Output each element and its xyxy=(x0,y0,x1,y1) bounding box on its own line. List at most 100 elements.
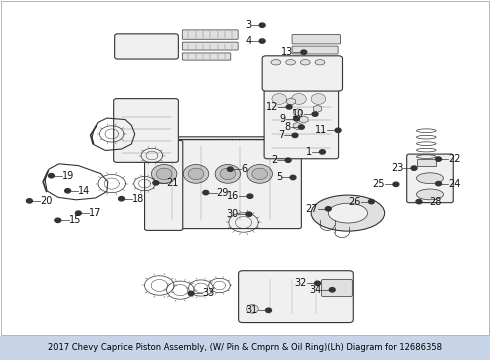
Text: 34: 34 xyxy=(309,285,321,295)
Text: 3: 3 xyxy=(245,20,251,30)
FancyBboxPatch shape xyxy=(407,154,453,203)
Bar xyxy=(416,159,436,166)
Text: 2: 2 xyxy=(271,155,277,165)
Circle shape xyxy=(151,165,177,183)
Circle shape xyxy=(286,105,292,109)
Circle shape xyxy=(266,308,271,312)
Circle shape xyxy=(311,94,326,104)
Circle shape xyxy=(315,281,320,285)
FancyBboxPatch shape xyxy=(292,46,338,54)
Text: 25: 25 xyxy=(372,179,385,189)
Text: 32: 32 xyxy=(294,278,307,288)
Text: 21: 21 xyxy=(167,178,179,188)
Text: 5: 5 xyxy=(276,172,282,183)
Circle shape xyxy=(247,165,272,183)
Text: 6: 6 xyxy=(241,164,247,174)
Text: 19: 19 xyxy=(62,171,74,181)
Text: 29: 29 xyxy=(217,188,229,198)
Circle shape xyxy=(411,166,417,170)
Ellipse shape xyxy=(328,203,368,223)
Circle shape xyxy=(312,112,318,116)
Text: 23: 23 xyxy=(391,163,403,173)
Circle shape xyxy=(259,39,265,43)
Circle shape xyxy=(119,197,124,201)
Circle shape xyxy=(259,23,265,27)
Circle shape xyxy=(188,168,204,180)
Circle shape xyxy=(416,199,422,204)
Text: 4: 4 xyxy=(245,36,251,46)
FancyBboxPatch shape xyxy=(321,279,352,297)
Text: 10: 10 xyxy=(292,109,304,119)
Circle shape xyxy=(325,207,331,211)
Ellipse shape xyxy=(311,195,385,231)
Text: 16: 16 xyxy=(227,191,239,201)
Text: 12: 12 xyxy=(266,102,278,112)
FancyBboxPatch shape xyxy=(239,271,353,323)
Circle shape xyxy=(285,158,291,162)
Text: 28: 28 xyxy=(429,197,441,207)
Text: 26: 26 xyxy=(348,197,361,207)
Ellipse shape xyxy=(271,60,281,65)
Text: 15: 15 xyxy=(69,215,81,225)
Bar xyxy=(0,336,490,360)
Circle shape xyxy=(393,182,399,186)
Circle shape xyxy=(26,199,32,203)
FancyBboxPatch shape xyxy=(292,35,341,44)
Circle shape xyxy=(156,168,172,180)
Text: 9: 9 xyxy=(279,114,286,124)
Circle shape xyxy=(183,165,209,183)
Text: 31: 31 xyxy=(245,305,258,315)
FancyBboxPatch shape xyxy=(114,99,178,162)
Text: 30: 30 xyxy=(226,209,238,219)
Ellipse shape xyxy=(286,60,295,65)
Text: 24: 24 xyxy=(448,179,461,189)
Circle shape xyxy=(319,150,325,154)
Circle shape xyxy=(335,128,341,132)
Circle shape xyxy=(298,125,304,129)
FancyBboxPatch shape xyxy=(145,140,183,230)
Circle shape xyxy=(55,218,61,222)
Circle shape xyxy=(220,168,236,180)
Text: 33: 33 xyxy=(202,288,214,298)
Circle shape xyxy=(75,211,81,215)
Text: 18: 18 xyxy=(132,194,145,204)
FancyBboxPatch shape xyxy=(182,42,238,50)
Text: 22: 22 xyxy=(448,154,461,164)
Text: 17: 17 xyxy=(89,208,101,218)
FancyBboxPatch shape xyxy=(182,53,231,60)
Circle shape xyxy=(215,165,241,183)
Circle shape xyxy=(329,288,335,292)
Text: 13: 13 xyxy=(281,47,293,57)
Circle shape xyxy=(301,50,307,54)
Circle shape xyxy=(290,175,296,180)
Ellipse shape xyxy=(315,60,325,65)
Ellipse shape xyxy=(416,189,443,200)
Text: 1: 1 xyxy=(306,147,312,157)
Circle shape xyxy=(203,190,209,195)
Circle shape xyxy=(65,189,71,193)
Circle shape xyxy=(294,117,299,121)
Text: 20: 20 xyxy=(40,196,52,206)
Text: 14: 14 xyxy=(78,186,91,196)
Circle shape xyxy=(292,133,298,138)
Ellipse shape xyxy=(416,173,443,184)
Text: 11: 11 xyxy=(315,125,327,135)
Circle shape xyxy=(252,168,268,180)
Circle shape xyxy=(49,174,54,178)
Text: 2017 Chevy Caprice Piston Assembly, (W/ Pin & Cmprn & Oil Ring)(Lh) Diagram for : 2017 Chevy Caprice Piston Assembly, (W/ … xyxy=(48,343,442,352)
FancyBboxPatch shape xyxy=(262,56,343,91)
Circle shape xyxy=(436,181,441,186)
Circle shape xyxy=(292,94,306,104)
Text: 27: 27 xyxy=(305,204,318,214)
Circle shape xyxy=(246,212,252,216)
Circle shape xyxy=(247,194,253,198)
Circle shape xyxy=(188,291,194,296)
Circle shape xyxy=(272,94,287,104)
FancyBboxPatch shape xyxy=(115,34,178,59)
Ellipse shape xyxy=(300,60,310,65)
Circle shape xyxy=(153,181,159,185)
Circle shape xyxy=(436,157,441,161)
Circle shape xyxy=(227,167,233,171)
Text: 7: 7 xyxy=(278,130,284,140)
FancyBboxPatch shape xyxy=(264,88,339,159)
